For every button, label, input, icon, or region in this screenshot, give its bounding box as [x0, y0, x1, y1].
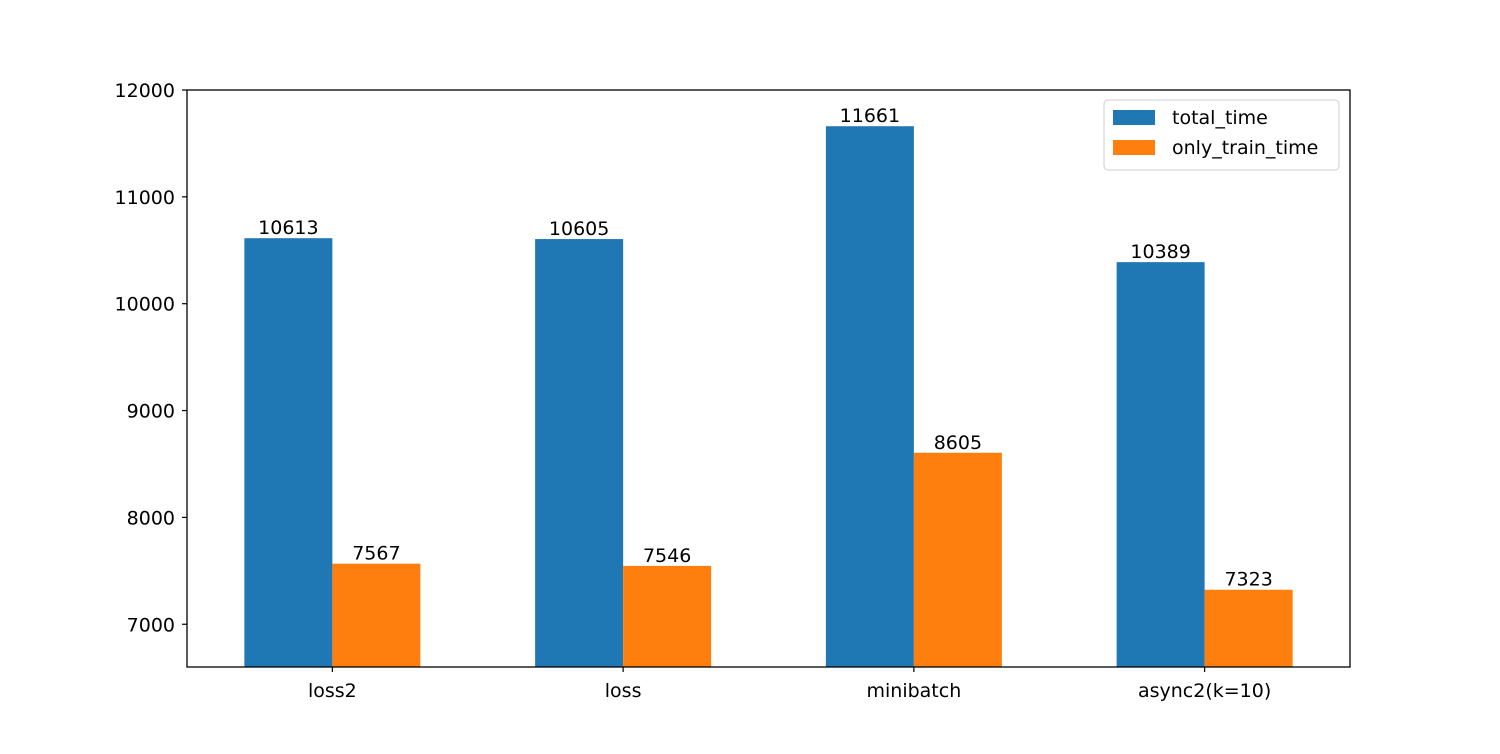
axes-layer: loss2 loss minibatch async2(k=10) 7000 8000 90… [115, 80, 1351, 702]
data-label-total_time-1: 10605 [549, 218, 609, 240]
y-tick-label-2: 9000 [127, 401, 175, 423]
y-tick-label-5: 12000 [115, 80, 175, 102]
legend-swatch-total_time [1113, 110, 1155, 125]
bar-total_time-1 [535, 239, 624, 667]
bar-total_time-0 [244, 238, 333, 667]
y-tick-label-3: 10000 [115, 294, 175, 316]
legend-box [1103, 99, 1340, 171]
bar-only_train_time-2 [913, 452, 1002, 667]
legend: total_time only_train_time [1103, 99, 1340, 171]
plot-frame [186, 89, 1351, 668]
x-tick-label-2: minibatch [867, 680, 962, 702]
data-label-total_time-3: 10389 [1130, 241, 1190, 263]
data-label-total_time-0: 10613 [258, 217, 318, 239]
data-label-only_train_time-0: 7567 [352, 543, 400, 565]
data-label-only_train_time-1: 7546 [643, 545, 691, 567]
bars-layer [244, 126, 1293, 667]
data-labels-layer: 10613 7567 10605 7546 11661 8605 10389 7323 [258, 105, 1273, 591]
legend-label-only_train_time: only_train_time [1172, 137, 1318, 159]
y-tick-label-0: 7000 [127, 614, 175, 636]
bar-total_time-3 [1116, 262, 1205, 667]
x-tick-label-0: loss2 [308, 680, 357, 702]
y-tick-label-1: 8000 [127, 507, 175, 529]
data-label-only_train_time-3: 7323 [1224, 569, 1272, 591]
bar-total_time-2 [825, 126, 914, 667]
x-tick-label-1: loss [605, 680, 642, 702]
legend-swatch-only_train_time [1113, 140, 1155, 155]
y-tick-label-4: 11000 [115, 187, 175, 209]
data-label-only_train_time-2: 8605 [934, 432, 982, 454]
bar-only_train_time-3 [1204, 589, 1293, 667]
bar-only_train_time-0 [332, 563, 421, 667]
bar-only_train_time-1 [623, 565, 712, 667]
legend-label-total_time: total_time [1172, 107, 1268, 129]
data-label-total_time-2: 11661 [840, 105, 900, 127]
x-tick-label-3: async2(k=10) [1138, 680, 1271, 702]
